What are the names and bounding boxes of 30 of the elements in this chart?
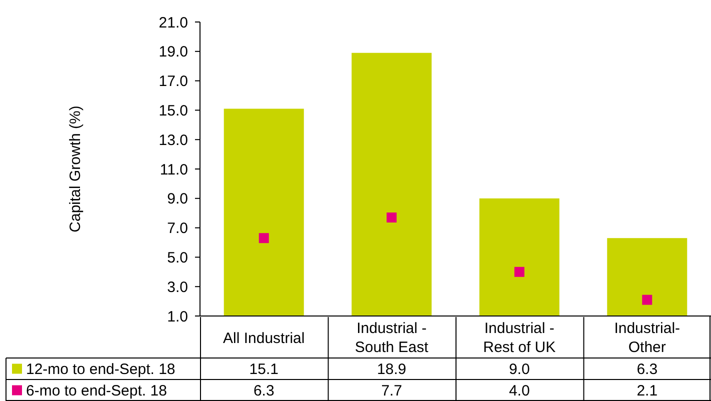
point <box>258 233 269 244</box>
y-tick-label: 1.0 <box>167 308 188 326</box>
point <box>386 212 397 223</box>
data-label: 4.0 <box>508 382 530 400</box>
data-label: 6.3 <box>253 382 274 400</box>
data-label: 18.9 <box>377 361 406 378</box>
point <box>514 266 524 277</box>
legend-label: 6-mo to end-Sept. 18 <box>26 382 167 400</box>
data-label: 15.1 <box>249 361 278 378</box>
y-tick-label: 5.0 <box>167 249 188 266</box>
legend-label: 12-mo to end-Sept. 18 <box>26 361 176 378</box>
y-tick-label: 21.0 <box>158 14 188 32</box>
y-tick-label: 13.0 <box>158 132 188 149</box>
y-tick-label: 19.0 <box>158 44 188 61</box>
x-tick-label: Industrial - South East <box>354 320 430 356</box>
y-tick-label: 9.0 <box>167 190 188 208</box>
y-tick-label: 3.0 <box>167 278 188 296</box>
point <box>642 294 652 305</box>
data-label: 9.0 <box>508 361 530 378</box>
x-tick-label: Industrial - Rest of UK <box>483 320 556 356</box>
y-tick-label: 17.0 <box>158 73 188 90</box>
data-label: 2.1 <box>636 382 658 400</box>
x-tick-label: All Industrial <box>223 330 305 347</box>
y-tick-label: 7.0 <box>167 220 188 238</box>
data-label: 6.3 <box>636 361 658 378</box>
y-tick-label: 15.0 <box>158 102 188 120</box>
y-axis-title: Capital Growth (%) <box>67 106 84 232</box>
x-tick-label: Industrial- Other <box>614 320 680 356</box>
data-label: 7.7 <box>381 382 402 400</box>
y-tick-label: 11.0 <box>160 161 188 178</box>
